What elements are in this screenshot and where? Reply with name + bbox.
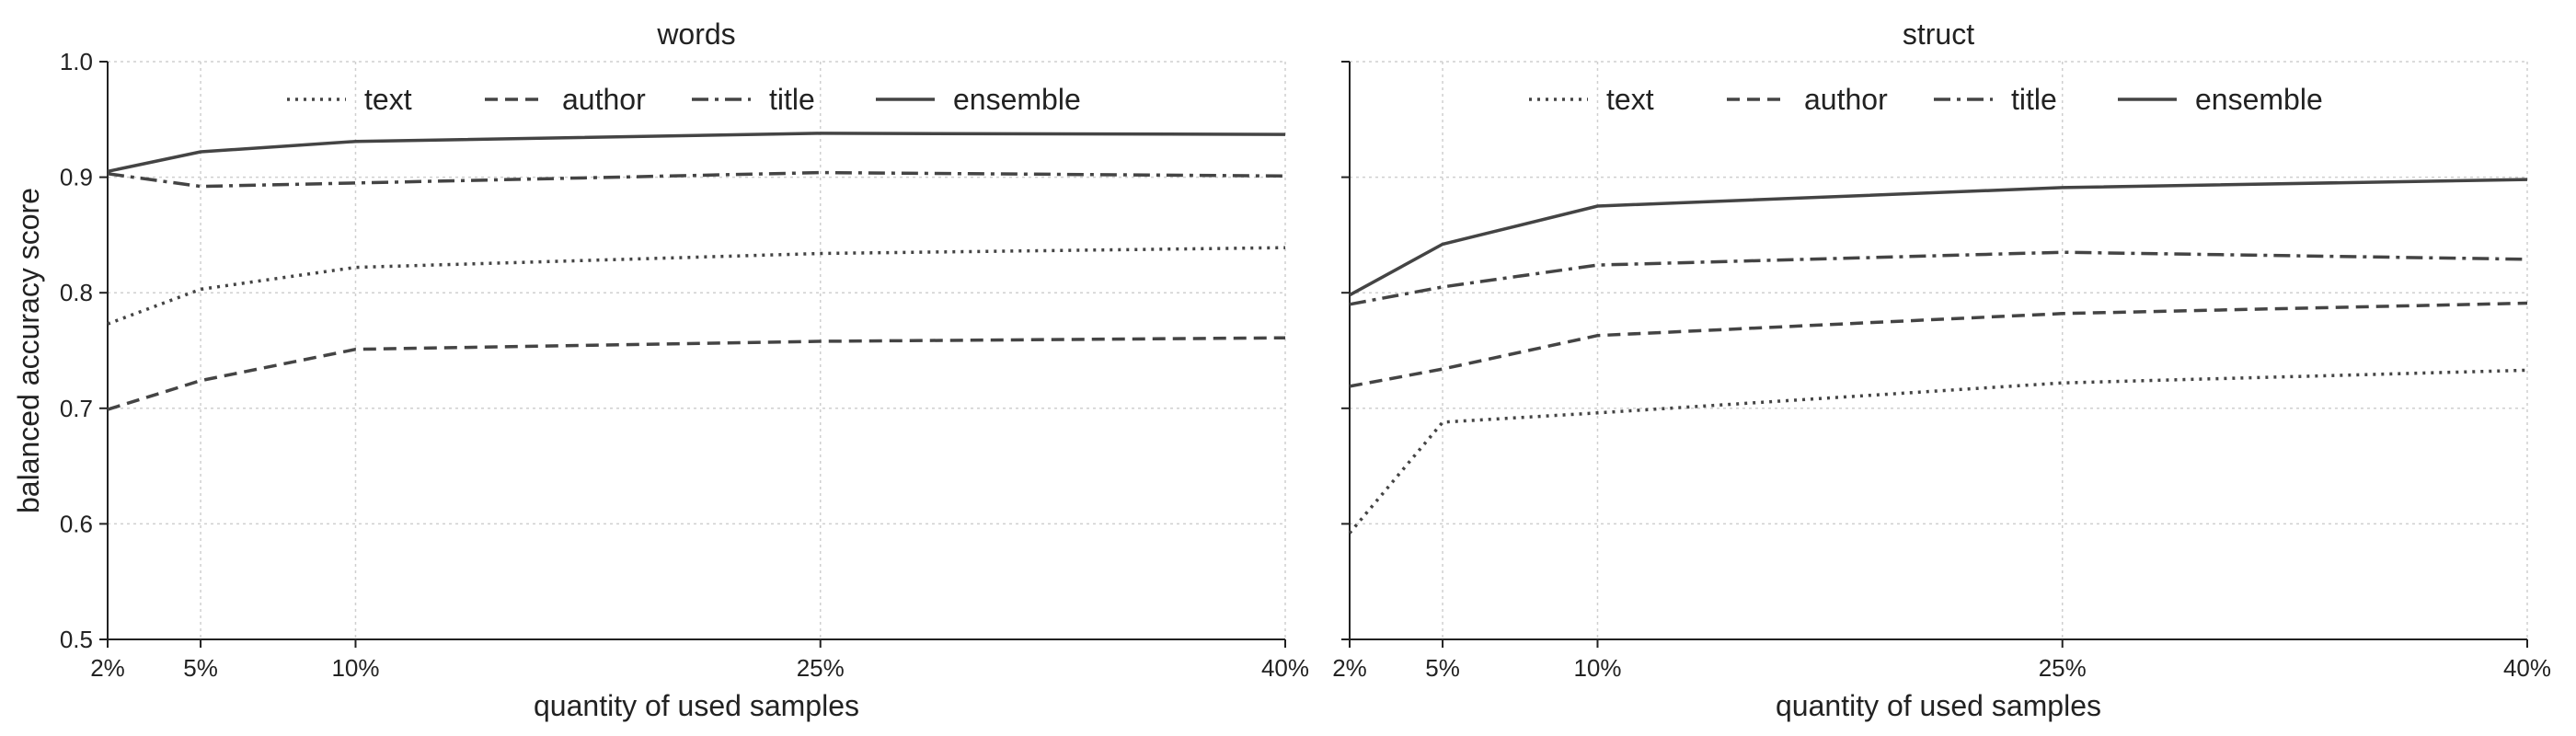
y-axis-label: balanced accuracy score [12, 188, 45, 513]
legend-label-text: text [364, 83, 412, 116]
x-axis-label: quantity of used samples [1776, 689, 2101, 722]
legend: text author title ensemble [287, 83, 1081, 116]
series-line-ensemble [1349, 178, 2528, 297]
legend: text author title ensemble [1529, 83, 2323, 116]
chart-title: struct [1903, 17, 1974, 51]
x-tick-label: 2% [1332, 654, 1367, 682]
legend-label-text: text [1606, 83, 1654, 116]
chart-title: words [656, 17, 735, 51]
legend-label-title: title [769, 83, 815, 116]
legend-label-author: author [1804, 83, 1888, 116]
x-tick-label: 2% [90, 654, 125, 682]
x-tick-label: 40% [2503, 654, 2551, 682]
x-axis-label: quantity of used samples [534, 689, 859, 722]
legend-label-title: title [2011, 83, 2057, 116]
chart-panel-words: 0.5 0.6 0.7 0.8 0.9 1.0 2% 5% 10% 25% 40% words quan… [12, 17, 1309, 722]
y-tick-label: 0.9 [60, 164, 93, 191]
x-tick-label: 5% [1425, 654, 1460, 682]
y-tick-label: 0.8 [60, 279, 93, 306]
y-tick-label: 0.6 [60, 510, 93, 537]
series-line-title [1349, 250, 2528, 306]
x-tick-label: 40% [1261, 654, 1309, 682]
x-tick-label: 10% [1573, 654, 1621, 682]
chart-panel-struct: 2% 5% 10% 25% 40% struct quantity of used samp… [1332, 17, 2551, 722]
y-tick-label: 0.7 [60, 395, 93, 422]
legend-label-author: author [562, 83, 646, 116]
x-tick-label: 25% [797, 654, 845, 682]
x-tick-label: 10% [331, 654, 379, 682]
series-line-author [107, 336, 1286, 411]
series-line-title [107, 170, 1286, 189]
x-tick-label: 5% [183, 654, 218, 682]
y-tick-label: 1.0 [60, 48, 93, 75]
legend-label-ensemble: ensemble [953, 83, 1081, 116]
legend-label-ensemble: ensemble [2195, 83, 2323, 116]
x-tick-label: 25% [2039, 654, 2087, 682]
series-line-ensemble [107, 132, 1286, 174]
series-line-text [1348, 368, 2528, 535]
series-line-author [1349, 301, 2528, 388]
y-tick-label: 0.5 [60, 626, 93, 653]
